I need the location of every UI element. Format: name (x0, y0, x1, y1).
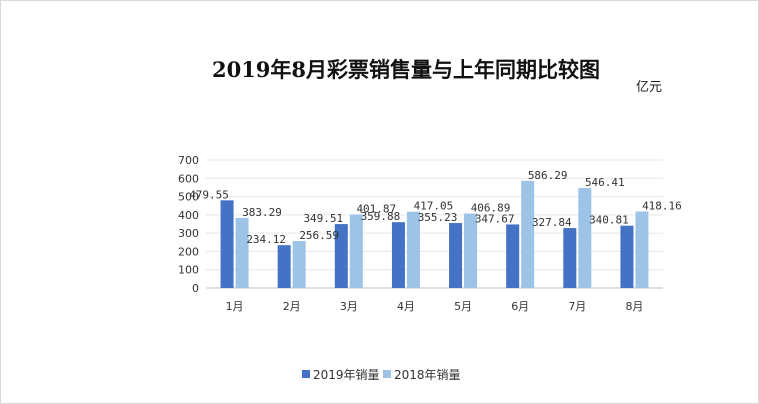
y-tick-label: 100 (178, 264, 199, 277)
bar-s2018-6 (521, 180, 535, 288)
bar-s2019-8 (620, 225, 634, 288)
bar-s2019-2 (277, 245, 291, 288)
data-label: 586.29 (528, 169, 568, 182)
bar-s2019-3 (334, 224, 348, 288)
x-category-label: 7月 (568, 300, 586, 313)
data-labels: 479.55 383.29 234.12 256.59 349.51 401.87359.… (189, 169, 682, 246)
data-label: 256.59 (299, 229, 339, 242)
bars (220, 180, 649, 288)
y-tick-label: 200 (178, 245, 199, 258)
bar-s2019-5 (449, 223, 463, 288)
data-label: 546.41 (585, 176, 625, 189)
x-category-label: 1月 (226, 300, 244, 313)
bar-s2018-1 (235, 217, 249, 288)
bar-s2019-6 (506, 224, 520, 288)
x-category-label: 4月 (397, 300, 415, 313)
y-tick-label: 700 (178, 154, 199, 167)
x-category-label: 8月 (625, 300, 643, 313)
y-tick-label: 0 (192, 282, 199, 295)
bar-s2018-3 (349, 214, 363, 288)
x-category-label: 2月 (283, 300, 301, 313)
y-axis-ticks: 0 100 200 300 400 500 600 700 (178, 154, 199, 295)
data-label: 383.29 (242, 206, 282, 219)
y-tick-label: 600 (178, 172, 199, 185)
bar-s2018-8 (635, 211, 649, 288)
data-label: 327.84 (532, 216, 572, 229)
bar-s2018-7 (578, 188, 592, 288)
data-label: 479.55 (189, 188, 229, 201)
bar-s2018-4 (406, 211, 420, 288)
data-label: 418.16 (642, 200, 682, 213)
y-tick-label: 400 (178, 209, 199, 222)
x-category-label: 5月 (454, 300, 472, 313)
data-label: 349.51 (303, 212, 343, 225)
data-label: 359.88 (361, 210, 401, 223)
bar-s2018-2 (292, 241, 306, 288)
bar-s2019-4 (391, 222, 405, 288)
data-label: 417.05 (414, 200, 454, 213)
bar-s2019-7 (563, 228, 577, 288)
data-label: 347.67 (475, 212, 515, 225)
data-label: 340.81 (589, 214, 629, 227)
data-label: 401.87 (356, 203, 396, 216)
y-tick-label: 500 (178, 191, 199, 204)
legend-label: 2019年销量 (313, 368, 380, 382)
unit-label: 亿元 (636, 80, 662, 95)
data-label: 355.23 (418, 211, 458, 224)
x-category-label: 6月 (511, 300, 529, 313)
bar-s2018-5 (464, 213, 478, 288)
data-label: 234.12 (246, 233, 286, 246)
legend: 2019年销量 2018年销量 (302, 368, 461, 382)
legend-swatch (302, 370, 310, 378)
bar-s2019-1 (220, 200, 234, 288)
data-label: 406.89 (471, 202, 511, 215)
legend-swatch (383, 370, 391, 378)
x-axis-categories: 1月 2月 3月 4月 5月 6月 7月 8月 (226, 300, 644, 313)
legend-label: 2018年销量 (394, 368, 461, 382)
y-tick-label: 300 (178, 227, 199, 240)
chart-title: 2019年8月彩票销售量与上年同期比较图 (212, 57, 600, 82)
x-category-label: 3月 (340, 300, 358, 313)
